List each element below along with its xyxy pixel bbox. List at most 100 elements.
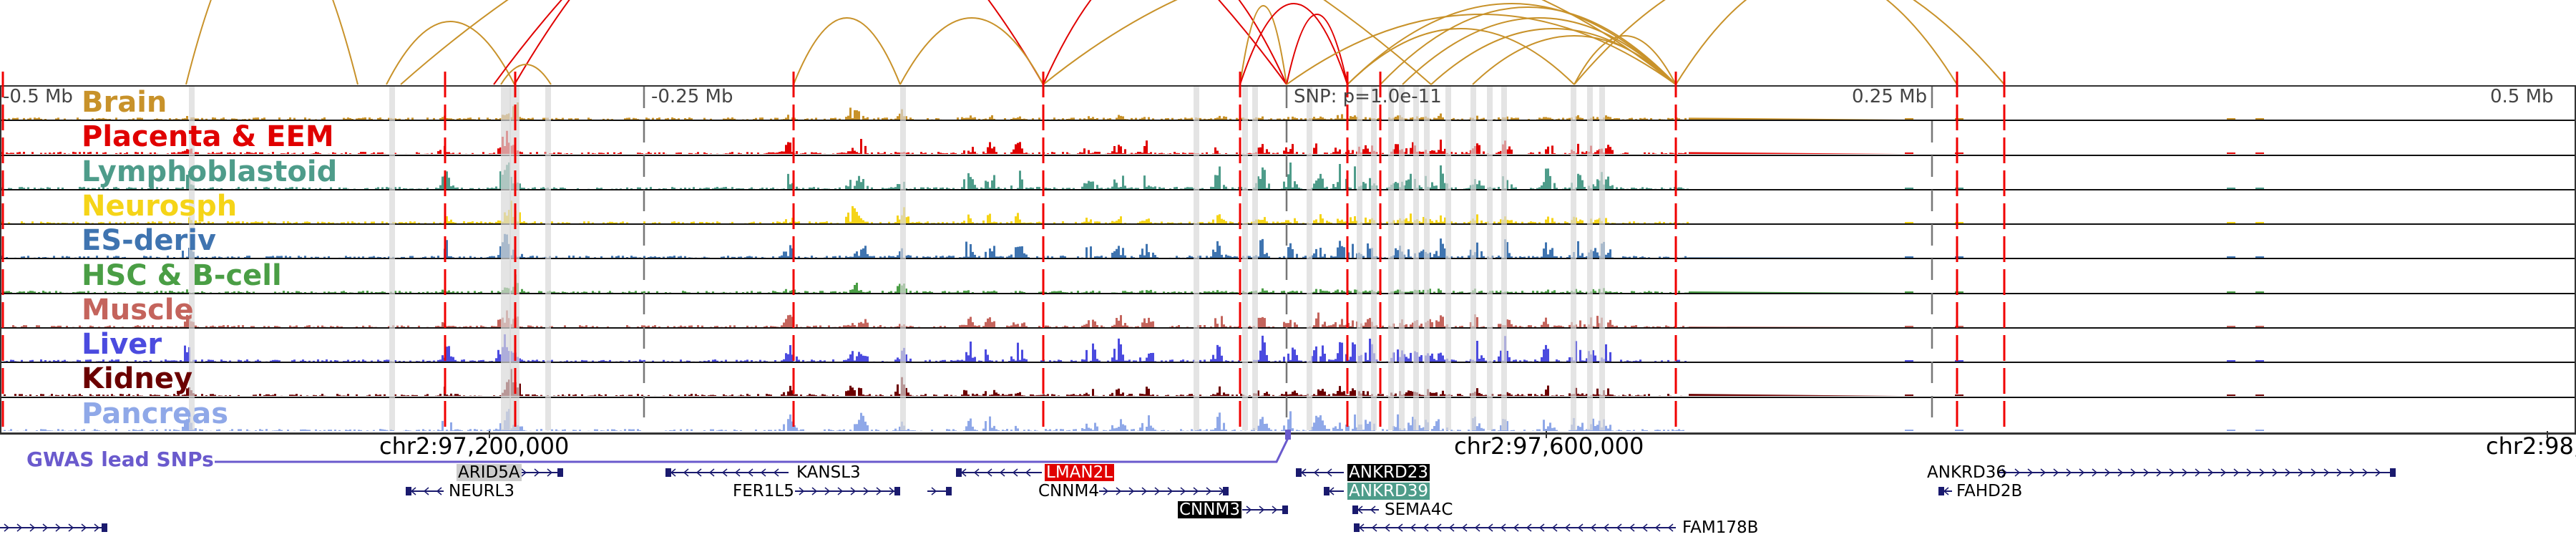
interaction-arc bbox=[1574, 35, 1677, 85]
strand-arrow bbox=[534, 468, 540, 477]
strand-arrow bbox=[2272, 468, 2278, 477]
strand-arrow bbox=[1448, 523, 1455, 532]
strand-arrow bbox=[2169, 468, 2175, 477]
track-label: Brain bbox=[82, 86, 167, 119]
gene-exon bbox=[557, 468, 563, 477]
strand-arrow bbox=[1246, 505, 1252, 514]
strand-arrow bbox=[1435, 523, 1442, 532]
gene-label-neurl3[interactable]: NEURL3 bbox=[449, 482, 514, 500]
strand-arrow bbox=[1371, 523, 1377, 532]
strand-arrow bbox=[68, 523, 74, 532]
interaction-arc bbox=[1472, 35, 1677, 85]
strand-arrow bbox=[81, 523, 87, 532]
strand-arrow bbox=[1410, 523, 1416, 532]
interaction-arc bbox=[1239, 3, 1348, 85]
gene-label-sema4c[interactable]: SEMA4C bbox=[1385, 500, 1453, 519]
gene-label-lman2l[interactable]: LMAN2L bbox=[1045, 463, 1115, 482]
strand-arrow bbox=[2285, 468, 2291, 477]
strand-arrow bbox=[2040, 468, 2046, 477]
interaction-arc bbox=[185, 0, 358, 85]
interaction-arc bbox=[1675, 0, 1958, 85]
strand-arrow bbox=[2375, 468, 2381, 477]
interaction-arc bbox=[793, 17, 901, 85]
strand-arrow bbox=[824, 487, 831, 495]
strand-arrow bbox=[889, 487, 895, 495]
strand-arrow bbox=[1577, 523, 1584, 532]
track-lymphoblastoid: Lymphoblastoid bbox=[1, 156, 2575, 190]
strand-arrow bbox=[1513, 523, 1519, 532]
gene-label-fam178b[interactable]: FAM178B bbox=[1682, 518, 1759, 537]
strand-arrow bbox=[999, 468, 1005, 477]
coordinate-label: chr2:97,200,000 bbox=[379, 432, 570, 460]
strand-arrow bbox=[1590, 523, 1596, 532]
strand-arrow bbox=[2311, 468, 2317, 477]
gene-label-fer1l5[interactable]: FER1L5 bbox=[733, 482, 794, 500]
strand-arrow bbox=[1641, 523, 1648, 532]
strand-arrow bbox=[747, 468, 753, 477]
strand-arrow bbox=[1551, 523, 1558, 532]
signal-plot bbox=[1, 408, 2575, 431]
strand-arrow bbox=[2259, 468, 2265, 477]
strand-arrow bbox=[1616, 523, 1622, 532]
interaction-arc bbox=[1239, 5, 1287, 85]
strand-arrow bbox=[436, 487, 442, 495]
strand-arrow bbox=[850, 487, 857, 495]
strand-arrow bbox=[1370, 505, 1376, 514]
gene-exon bbox=[1223, 487, 1229, 495]
strand-arrow bbox=[2001, 468, 2008, 477]
strand-arrow bbox=[1141, 487, 1148, 495]
strand-arrow bbox=[2362, 468, 2368, 477]
strand-arrow bbox=[1206, 487, 1212, 495]
strand-arrow bbox=[1474, 523, 1480, 532]
strand-arrow bbox=[2079, 468, 2085, 477]
signal-area bbox=[1, 102, 2575, 120]
strand-arrow bbox=[2053, 468, 2059, 477]
strand-arrow bbox=[2104, 468, 2111, 477]
coordinate-label: chr2:97,600,000 bbox=[1454, 432, 1644, 460]
strand-arrow bbox=[863, 487, 869, 495]
interaction-arc bbox=[386, 21, 515, 85]
strand-arrow bbox=[1423, 523, 1429, 532]
gene-label-cnnm4[interactable]: CNNM4 bbox=[1038, 482, 1099, 500]
gene-exon bbox=[665, 468, 671, 477]
strand-arrow bbox=[696, 468, 702, 477]
track-liver: Liver bbox=[1, 328, 2575, 364]
signal-area bbox=[1, 334, 2575, 362]
gene-label-ankrd23[interactable]: ANKRD23 bbox=[1347, 463, 1430, 482]
gene-label-cnnm3[interactable]: CNNM3 bbox=[1178, 500, 1241, 519]
strand-arrow bbox=[2298, 468, 2304, 477]
track-label: Pancreas bbox=[82, 397, 229, 430]
strand-arrow bbox=[423, 487, 429, 495]
interaction-arc bbox=[1574, 0, 2005, 85]
strand-arrow bbox=[973, 468, 980, 477]
gene-label-fahd2b[interactable]: FAHD2B bbox=[1956, 482, 2023, 500]
gene-label-kansl3[interactable]: KANSL3 bbox=[796, 463, 861, 482]
signal-plot bbox=[1, 102, 2575, 120]
gene-label-ankrd39[interactable]: ANKRD39 bbox=[1347, 482, 1430, 500]
strand-arrow bbox=[1654, 523, 1661, 532]
strand-arrow bbox=[721, 468, 728, 477]
strand-arrow bbox=[4, 523, 10, 532]
signal-plot bbox=[1, 162, 2575, 189]
track-label: Neurosph bbox=[82, 189, 238, 223]
gwas-track-label: GWAS lead SNPs bbox=[26, 448, 214, 471]
strand-arrow bbox=[683, 468, 689, 477]
strand-arrow bbox=[2143, 468, 2150, 477]
gene-label-ankrd36[interactable]: ANKRD36 bbox=[1927, 463, 2006, 482]
gene-exon bbox=[1296, 468, 1302, 477]
snp-pvalue-label: SNP: p=1.0e-11 bbox=[1294, 86, 1442, 107]
strand-arrow bbox=[734, 468, 741, 477]
signal-area bbox=[1, 233, 2575, 258]
track-label: Liver bbox=[82, 328, 162, 362]
strand-arrow bbox=[837, 487, 844, 495]
gene-label-arid5a[interactable]: ARID5A bbox=[457, 463, 522, 482]
strand-arrow bbox=[1012, 468, 1018, 477]
interaction-arc bbox=[1043, 0, 1287, 85]
strand-arrow bbox=[986, 468, 992, 477]
scale-label-right: 0.5 Mb bbox=[2490, 86, 2554, 107]
strand-arrow bbox=[2220, 468, 2227, 477]
strand-arrow bbox=[547, 468, 553, 477]
strand-arrow bbox=[876, 487, 882, 495]
strand-arrow bbox=[2014, 468, 2021, 477]
